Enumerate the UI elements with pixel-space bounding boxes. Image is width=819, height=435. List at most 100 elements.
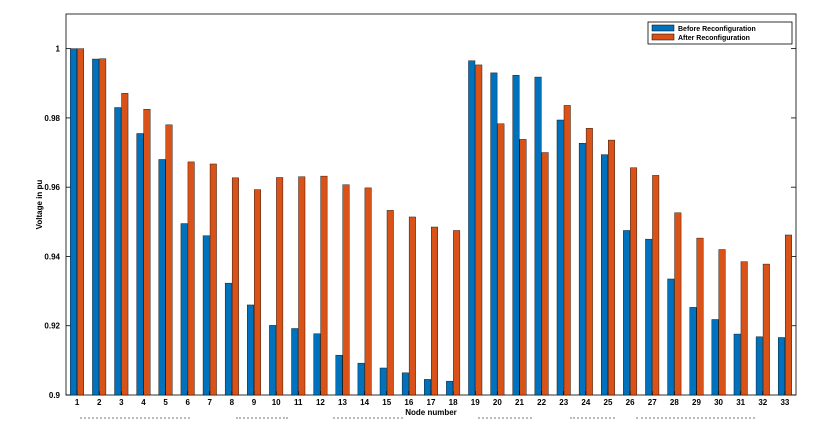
bar-after-node-2 [99,58,107,396]
bar-after-node-18 [453,230,461,396]
bar-after-node-11 [298,176,306,396]
x-tick-label: 16 [404,398,413,407]
bar-after-node-23 [563,105,571,396]
x-tick-label: 23 [559,398,568,407]
bar-before-node-16 [401,372,409,396]
x-tick-label: 33 [780,398,789,407]
bar-after-node-25 [608,139,615,396]
x-tick-label: 4 [141,398,146,407]
bar-after-node-3 [121,93,129,396]
bar-after-node-31 [740,261,748,396]
y-tick-label: 0.98 [44,114,60,123]
x-tick-label: 1 [75,398,80,407]
bar-before-node-18 [446,380,454,396]
caption-fragment [636,417,755,423]
bar-before-node-13 [335,354,343,396]
bar-before-node-30 [711,319,719,396]
axes-layer [65,13,797,396]
bar-after-node-20 [497,123,505,396]
bar-before-node-14 [357,362,365,396]
y-tick-label: 1 [56,45,61,54]
bar-before-node-5 [158,159,166,396]
x-tick-label: 21 [515,398,524,407]
bar-after-node-24 [585,128,593,396]
bar-after-node-21 [519,139,527,396]
caption-fragment [333,417,403,423]
bar-after-node-10 [276,177,284,396]
caption-fragment [478,417,532,423]
x-tick-label: 20 [493,398,502,407]
bar-before-node-12 [313,333,321,396]
caption-fragment [80,417,190,423]
bar-after-node-17 [431,226,438,396]
x-tick-label: 5 [163,398,168,407]
bar-after-node-1 [77,48,85,396]
x-tick-label: 31 [736,398,745,407]
bar-before-node-19 [468,60,476,396]
y-tick-label: 0.96 [44,183,60,192]
bar-after-node-29 [696,237,704,396]
x-tick-label: 19 [471,398,480,407]
bar-before-node-21 [512,75,520,396]
x-tick-label: 11 [294,398,303,407]
legend-swatch-after [651,33,675,41]
x-tick-label: 22 [537,398,546,407]
bar-after-node-16 [408,216,416,396]
bar-before-node-25 [601,154,608,396]
bar-before-node-4 [136,133,144,396]
bar-before-node-27 [645,238,653,396]
bar-after-node-7 [209,163,217,396]
bar-before-node-3 [114,107,122,396]
x-tick-label: 24 [581,398,590,407]
bar-after-node-32 [762,263,770,396]
legend-swatch-before [651,24,675,32]
bar-before-node-26 [623,230,631,396]
bar-before-node-20 [490,72,498,396]
bar-before-node-10 [269,325,277,396]
plot-frame [65,13,797,396]
legend-box [647,21,793,45]
x-tick-label: 8 [230,398,235,407]
bars-layer [70,48,792,396]
x-tick-label: 3 [119,398,124,407]
bar-before-node-28 [667,278,675,396]
x-tick-label: 18 [449,398,458,407]
bar-before-node-15 [379,367,387,396]
bar-before-node-23 [556,119,564,396]
bar-after-node-5 [165,124,173,396]
x-tick-label: 15 [382,398,391,407]
bar-after-node-27 [652,175,660,396]
bar-before-node-17 [424,379,431,396]
x-tick-label: 2 [97,398,102,407]
x-tick-label: 12 [316,398,325,407]
x-axis-title: Node number [405,408,457,417]
x-tick-label: 26 [626,398,635,407]
x-tick-label: 7 [208,398,213,407]
bar-before-node-31 [733,333,741,396]
bar-before-node-1 [70,48,78,396]
bar-before-node-29 [689,307,697,396]
x-tick-label: 10 [272,398,281,407]
bar-before-node-6 [180,223,188,396]
x-tick-label: 17 [427,398,436,407]
caption-fragment [236,417,288,423]
x-tick-label: 25 [604,398,613,407]
y-axis-title: Voltage in pu [35,180,44,230]
bar-after-node-6 [187,161,195,396]
bar-after-node-15 [386,210,394,396]
bar-after-node-30 [718,249,726,396]
bar-after-node-4 [143,109,151,396]
bar-after-node-19 [475,64,483,396]
bar-after-node-22 [541,152,549,396]
bar-after-node-28 [674,212,682,396]
bar-after-node-13 [342,184,350,396]
x-tick-label: 28 [670,398,679,407]
y-tick-label: 0.94 [44,252,60,261]
bar-before-node-7 [202,235,210,396]
legend-label-after: After Reconfiguration [678,35,750,42]
x-tick-label: 6 [185,398,190,407]
bar-after-node-33 [784,234,792,396]
bar-before-node-22 [534,76,542,396]
